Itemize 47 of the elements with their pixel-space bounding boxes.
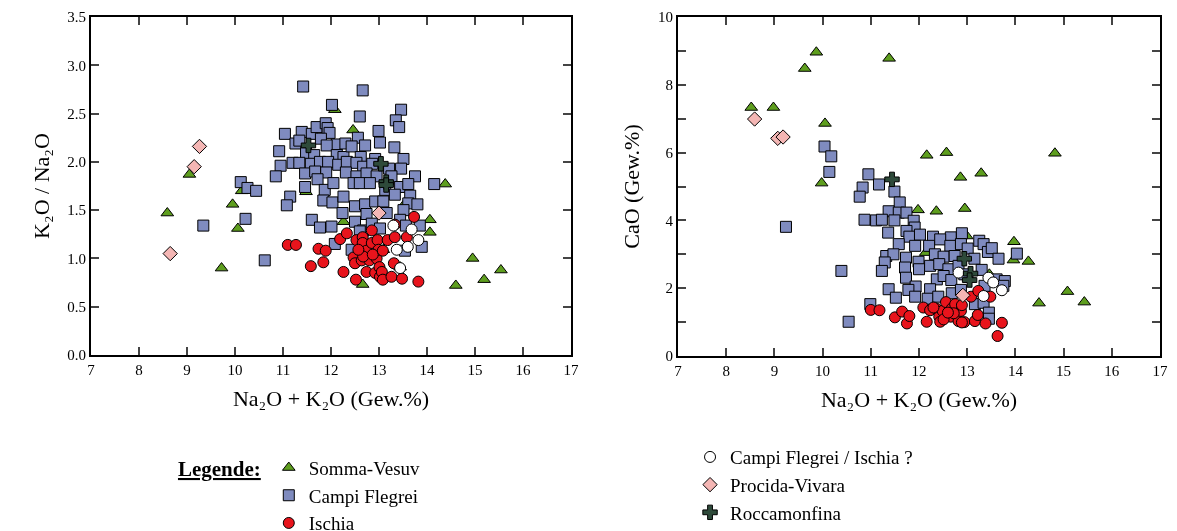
x-axis-title: Na₂O + K₂O (Gew.%): [232, 386, 430, 412]
x-axis-title: Na₂O + K₂O (Gew.%): [820, 387, 1018, 413]
x-tick-label: 9: [183, 362, 191, 378]
legend-label: Procida-Vivara: [730, 475, 846, 497]
y-tick-label: 1.0: [67, 250, 86, 267]
y-tick-label: 0.5: [67, 298, 86, 315]
y-tick-label: 8: [665, 77, 673, 94]
legend-title: Legende:: [177, 456, 261, 481]
y-axis-title: K₂O / Na₂O: [28, 133, 54, 239]
y-tick-label: 3.0: [67, 57, 86, 74]
x-tick-label: 12: [323, 362, 339, 378]
legend-label: Roccamonfina: [730, 502, 842, 524]
x-tick-label: 13: [959, 363, 975, 379]
x-tick-label: 8: [722, 363, 730, 379]
x-tick-label: 14: [1007, 363, 1024, 379]
y-tick-label: 10: [658, 9, 673, 26]
x-tick-label: 8: [135, 362, 143, 378]
y-tick-label: 3.5: [67, 9, 86, 26]
x-tick-label: 9: [770, 363, 779, 379]
x-tick-label: 13: [371, 362, 387, 378]
x-tick-label: 14: [419, 362, 435, 378]
legend-label: Campi Flegrei: [308, 485, 419, 507]
x-tick-label: 10: [227, 362, 243, 378]
y-tick-label: 2.0: [67, 154, 86, 171]
x-tick-label: 17: [563, 362, 579, 378]
y-tick-label: 6: [665, 144, 674, 161]
x-tick-label: 15: [1056, 363, 1072, 379]
x-tick-label: 7: [674, 363, 683, 379]
y-tick-label: 1.5: [67, 202, 86, 219]
y-axis-title: CaO (Gew.%): [619, 124, 645, 249]
y-tick-label: 2.5: [67, 105, 86, 122]
y-tick-label: 2: [665, 280, 673, 297]
legend-label: Ischia: [308, 513, 355, 531]
y-tick-label: 0.0: [67, 347, 86, 364]
legend-label: Campi Flegrei / Ischia ?: [730, 447, 913, 469]
x-tick-label: 11: [275, 362, 291, 378]
x-tick-label: 16: [1104, 363, 1120, 379]
x-tick-label: 17: [1152, 363, 1168, 379]
legend-label: Somma-Vesuv: [308, 457, 421, 479]
x-tick-label: 11: [863, 363, 879, 379]
x-tick-label: 12: [911, 363, 927, 379]
y-tick-label: 4: [665, 212, 674, 229]
x-tick-label: 16: [515, 362, 531, 378]
y-tick-label: 0: [665, 348, 673, 365]
x-tick-label: 10: [815, 363, 831, 379]
x-tick-label: 7: [87, 362, 96, 378]
x-tick-label: 15: [467, 362, 483, 378]
